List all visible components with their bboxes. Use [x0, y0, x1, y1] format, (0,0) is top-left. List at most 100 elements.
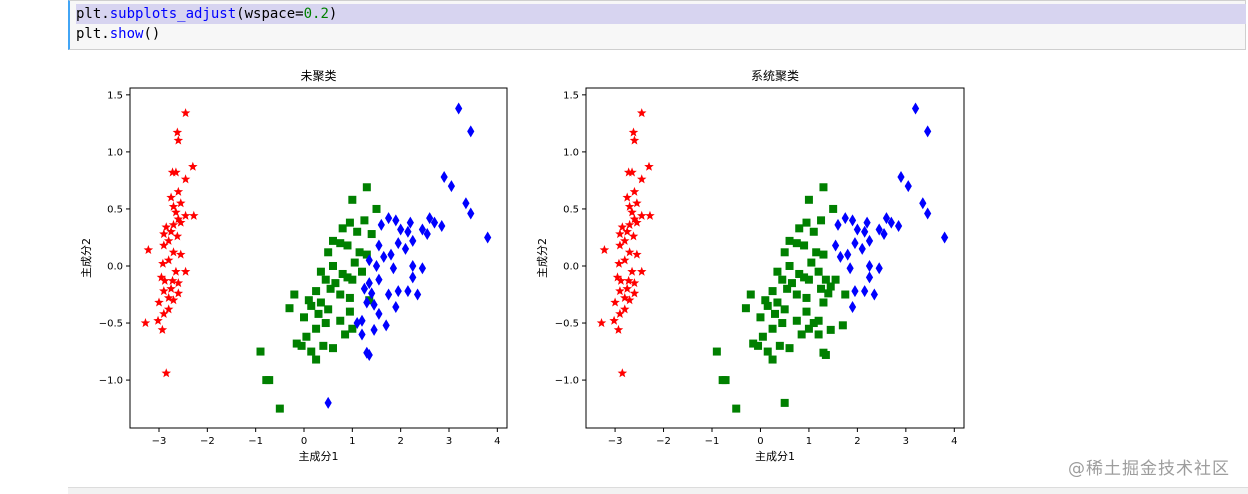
data-point-series-1-40: [348, 324, 357, 333]
data-point-series-1-60: [768, 355, 777, 364]
code-cell[interactable]: plt.subplots_adjust(wspace=0.2) plt.show…: [68, 0, 1246, 50]
data-point-series-1-33: [324, 305, 333, 314]
y-tick-label: 1.5: [563, 90, 579, 101]
data-point-series-0-12: [180, 210, 191, 220]
data-point-series-1-38: [321, 319, 330, 328]
x-tick-label: −1: [705, 436, 720, 447]
data-point-series-1-28: [826, 282, 835, 291]
data-point-series-1-22: [331, 279, 340, 288]
data-point-series-0-3: [188, 161, 198, 171]
data-point-series-1-15: [773, 267, 782, 276]
data-point-series-2-34: [370, 298, 378, 311]
data-point-series-1-2: [348, 195, 357, 204]
y-tick-label: 1.0: [563, 147, 579, 158]
code-lines[interactable]: plt.subplots_adjust(wspace=0.2) plt.show…: [76, 4, 1246, 44]
data-point-series-1-4: [367, 230, 376, 239]
y-tick-label: −0.5: [555, 319, 579, 330]
data-point-series-1-46: [838, 321, 847, 330]
data-point-series-2-28: [409, 271, 417, 284]
chart-title: 未聚类: [300, 69, 336, 83]
data-point-series-2-16: [377, 218, 385, 231]
data-point-series-0-10: [168, 201, 179, 211]
data-point-series-2-19: [409, 234, 417, 247]
data-point-series-2-26: [409, 259, 417, 272]
code-line-subplots-adjust[interactable]: plt.subplots_adjust(wspace=0.2): [76, 4, 1246, 24]
data-point-series-2-23: [365, 254, 373, 267]
data-point-series-0-13: [189, 210, 199, 220]
y-tick-label: 0.0: [107, 261, 123, 272]
data-point-series-0-14: [629, 214, 640, 224]
data-point-series-2-24: [865, 259, 874, 272]
x-tick-label: 2: [854, 436, 860, 447]
data-point-series-0-24: [624, 247, 635, 257]
data-point-series-1-54: [775, 341, 784, 350]
data-point-series-2-36: [404, 285, 412, 298]
data-point-series-0-29: [636, 266, 647, 276]
data-point-series-2-47: [365, 348, 373, 361]
data-point-series-1-23: [326, 284, 335, 293]
data-point-series-2-25: [875, 262, 883, 275]
data-point-series-0-18: [622, 226, 632, 236]
data-point-series-1-2: [804, 195, 813, 204]
data-point-series-0-35: [159, 286, 169, 296]
data-point-series-0-36: [173, 288, 184, 298]
y-tick-label: −1.0: [99, 376, 123, 387]
y-axis-label: 主成分2: [536, 238, 549, 278]
data-point-series-1-32: [831, 275, 840, 284]
data-point-series-2-10: [887, 216, 895, 229]
data-point-series-1-35: [773, 298, 782, 307]
data-point-series-2-43: [382, 319, 390, 332]
data-point-series-2-17: [851, 237, 859, 250]
data-point-series-0-31: [616, 275, 626, 285]
y-tick-label: −1.0: [555, 376, 579, 387]
data-point-series-0-27: [158, 258, 168, 268]
data-point-series-0-26: [163, 255, 174, 265]
data-point-series-1-31: [307, 301, 316, 310]
data-point-series-2-9: [894, 220, 903, 233]
data-point-series-1-17: [795, 269, 804, 278]
data-point-series-0-18: [166, 226, 176, 236]
data-point-series-2-18: [858, 242, 866, 255]
x-tick-label: 4: [494, 436, 500, 447]
data-point-series-1-26: [802, 293, 811, 302]
data-point-series-2-27: [418, 262, 427, 275]
data-point-series-1-4: [809, 227, 818, 236]
data-point-series-0-17: [161, 222, 172, 232]
x-tick-label: −3: [152, 436, 167, 447]
data-point-series-1-5: [353, 227, 362, 236]
data-point-series-0-43: [609, 315, 619, 325]
data-point-series-0-37: [620, 292, 630, 302]
data-point-series-1-22: [783, 284, 792, 293]
y-tick-label: 1.0: [107, 147, 123, 158]
data-point-series-2-6: [426, 212, 434, 225]
data-point-series-2-39: [392, 301, 400, 314]
code-object: plt.: [76, 6, 110, 22]
data-point-series-2-17: [394, 237, 402, 250]
data-point-series-2-12: [861, 225, 869, 238]
data-point-series-0-7: [173, 186, 184, 196]
data-point-series-0-30: [156, 272, 167, 282]
data-point-series-1-39: [802, 307, 811, 316]
code-line-show[interactable]: plt.show(): [76, 24, 1246, 44]
data-point-series-1-44: [814, 316, 823, 325]
data-point-series-0-28: [627, 266, 637, 276]
data-point-series-0-21: [163, 235, 174, 245]
next-cell-edge[interactable]: [68, 487, 1248, 494]
data-point-series-1-64: [732, 404, 741, 413]
data-point-series-1-15: [329, 261, 337, 270]
data-point-series-1-26: [336, 290, 345, 299]
data-point-series-1-37: [741, 304, 750, 313]
data-point-series-0-9: [175, 198, 186, 208]
data-point-series-0-45: [617, 368, 628, 378]
data-point-series-0-2: [173, 135, 184, 145]
data-point-series-1-36: [763, 301, 772, 310]
data-point-series-1-1: [372, 204, 381, 213]
data-point-series-0-39: [154, 297, 164, 307]
data-point-series-0-30: [612, 272, 623, 282]
data-point-series-1-36: [300, 313, 308, 322]
data-point-series-2-25: [389, 262, 398, 275]
data-point-series-2-21: [844, 248, 852, 261]
data-point-series-0-26: [620, 255, 630, 265]
